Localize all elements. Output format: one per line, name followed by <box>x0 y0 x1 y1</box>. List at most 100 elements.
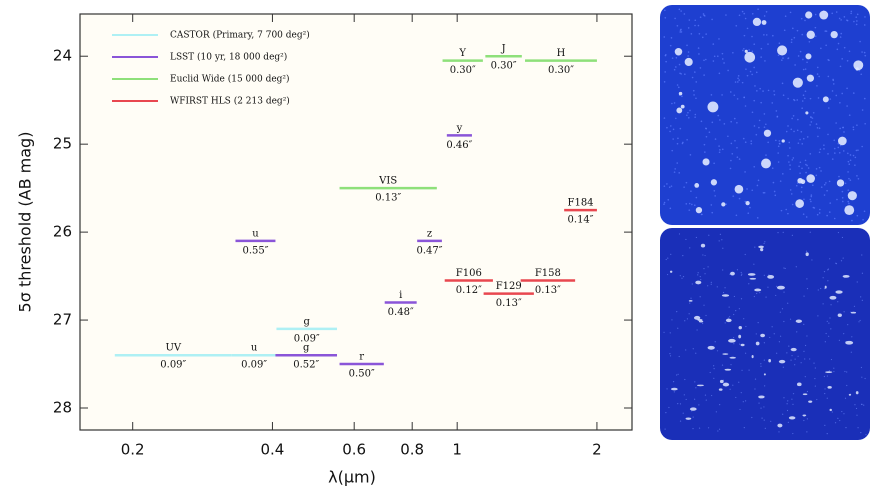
noise <box>841 411 842 412</box>
noise <box>865 434 866 435</box>
noise <box>666 127 668 129</box>
noise <box>670 355 671 356</box>
noise <box>795 359 796 360</box>
noise <box>819 209 821 211</box>
band-resolution: 0.46″ <box>446 140 472 151</box>
noise <box>667 199 669 201</box>
noise <box>698 25 700 27</box>
noise <box>685 203 687 205</box>
noise <box>800 161 802 163</box>
noise <box>825 182 827 184</box>
noise <box>744 427 745 428</box>
noise <box>817 214 819 216</box>
noise <box>711 94 713 96</box>
noise <box>678 87 680 89</box>
star <box>764 130 771 137</box>
noise <box>759 88 761 90</box>
galaxy <box>730 272 735 276</box>
noise <box>792 159 794 161</box>
noise <box>705 59 707 61</box>
galaxy <box>708 346 715 350</box>
noise <box>670 347 671 348</box>
galaxy <box>722 294 729 296</box>
noise <box>793 131 795 133</box>
noise <box>719 240 720 241</box>
noise <box>785 268 786 269</box>
noise <box>741 298 742 299</box>
galaxy <box>796 320 802 323</box>
noise <box>679 9 681 11</box>
noise <box>817 136 819 138</box>
noise <box>772 167 774 169</box>
noise <box>684 73 686 75</box>
noise <box>758 322 759 323</box>
noise <box>693 90 695 92</box>
noise <box>796 331 797 332</box>
galaxy <box>690 407 697 410</box>
noise <box>810 232 811 233</box>
noise <box>854 306 855 307</box>
noise <box>764 342 765 343</box>
noise <box>806 431 807 432</box>
noise <box>760 56 762 58</box>
noise <box>736 147 738 149</box>
noise <box>842 197 844 199</box>
noise <box>839 152 841 154</box>
noise <box>801 362 802 363</box>
noise <box>859 41 861 43</box>
noise <box>773 90 775 92</box>
noise <box>765 296 766 297</box>
noise <box>687 318 688 319</box>
star <box>762 20 767 25</box>
noise <box>703 60 705 62</box>
noise <box>787 400 788 401</box>
noise <box>739 158 741 160</box>
noise <box>685 239 686 240</box>
noise <box>838 43 840 45</box>
noise <box>839 128 841 130</box>
noise <box>805 160 807 162</box>
noise <box>853 21 855 23</box>
noise <box>864 24 866 26</box>
noise <box>843 150 845 152</box>
noise <box>665 412 666 413</box>
noise <box>856 124 858 126</box>
noise <box>680 275 681 276</box>
noise <box>848 178 850 180</box>
noise <box>787 125 789 127</box>
noise <box>671 37 673 39</box>
noise <box>664 117 666 119</box>
noise <box>829 370 830 371</box>
star <box>753 18 761 26</box>
noise <box>824 376 825 377</box>
noise <box>827 321 828 322</box>
noise <box>733 343 734 344</box>
noise <box>674 391 675 392</box>
band-resolution: 0.55″ <box>242 245 268 256</box>
noise <box>799 172 801 174</box>
noise <box>719 404 720 405</box>
noise <box>824 271 825 272</box>
noise <box>789 164 791 166</box>
noise <box>698 53 700 55</box>
noise <box>805 90 807 92</box>
noise <box>764 241 765 242</box>
noise <box>803 94 805 96</box>
noise <box>680 421 681 422</box>
noise <box>674 102 676 104</box>
noise <box>711 19 713 21</box>
noise <box>694 19 696 21</box>
noise <box>817 73 819 75</box>
noise <box>803 420 804 421</box>
noise <box>719 429 720 430</box>
noise <box>809 153 811 155</box>
noise <box>694 399 695 400</box>
noise <box>765 428 766 429</box>
chart: λ(μm) 5σ threshold (AB mag) 0.20.40.60.8… <box>0 0 874 495</box>
noise <box>708 235 709 236</box>
noise <box>669 353 670 354</box>
noise <box>747 75 749 77</box>
noise <box>815 35 817 37</box>
noise <box>663 203 665 205</box>
band-name: g <box>304 316 311 327</box>
